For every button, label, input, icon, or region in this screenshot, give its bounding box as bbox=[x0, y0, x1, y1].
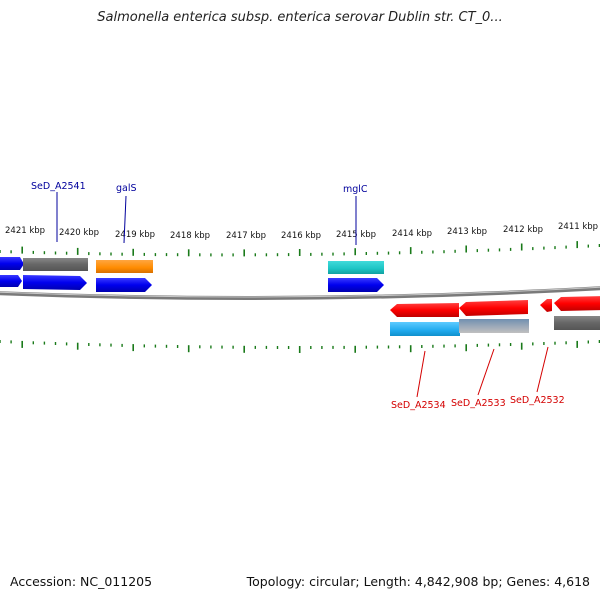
gene-label-SeD_A2532[interactable]: SeD_A2532 bbox=[510, 395, 565, 406]
kbp-label: 2412 kbp bbox=[503, 225, 543, 235]
gene-label-SeD_A2533[interactable]: SeD_A2533 bbox=[451, 398, 506, 409]
leader-line bbox=[416, 350, 426, 398]
gene-arrow[interactable] bbox=[23, 275, 87, 290]
gene-arrow[interactable] bbox=[96, 278, 152, 292]
ruler-ticks-upper bbox=[0, 241, 600, 257]
forward-features-outer bbox=[0, 257, 384, 274]
gene-block[interactable] bbox=[23, 258, 88, 271]
kbp-label: 2411 kbp bbox=[558, 222, 598, 232]
gene-arrow[interactable] bbox=[328, 278, 384, 292]
gene-arrow-reverse[interactable] bbox=[459, 300, 528, 316]
gene-arrow[interactable] bbox=[0, 257, 24, 270]
gene-label-galS[interactable]: galS bbox=[116, 183, 137, 194]
genome-backbone bbox=[0, 286, 600, 300]
genome-backbone-highlight bbox=[0, 286, 600, 298]
ruler-labels: 2421 kbp 2420 kbp 2419 kbp 2418 kbp 2417… bbox=[5, 222, 598, 241]
kbp-label: 2413 kbp bbox=[447, 227, 487, 237]
gene-arrow-reverse[interactable] bbox=[540, 299, 552, 312]
genome-title: Salmonella enterica subsp. enterica sero… bbox=[97, 10, 503, 25]
gene-label-SeD_A2541[interactable]: SeD_A2541 bbox=[31, 181, 86, 192]
gene-labels-top: SeD_A2541 galS mglC bbox=[31, 181, 368, 245]
gene-arrow[interactable] bbox=[0, 275, 22, 287]
kbp-label: 2417 kbp bbox=[226, 231, 266, 241]
gene-arrow-reverse[interactable] bbox=[554, 296, 600, 311]
gene-arrow-reverse[interactable] bbox=[390, 303, 459, 317]
kbp-label: 2416 kbp bbox=[281, 231, 321, 241]
accession-text: Accession: NC_011205 bbox=[10, 574, 153, 589]
leader-line bbox=[123, 195, 127, 244]
kbp-label: 2419 kbp bbox=[115, 230, 155, 240]
gene-block[interactable] bbox=[554, 316, 600, 330]
kbp-label: 2421 kbp bbox=[5, 226, 45, 236]
gene-block-galS[interactable] bbox=[96, 260, 153, 273]
kbp-label: 2414 kbp bbox=[392, 229, 432, 239]
gene-labels-bottom: SeD_A2534 SeD_A2533 SeD_A2532 bbox=[391, 346, 565, 411]
gene-label-mglC[interactable]: mglC bbox=[343, 184, 368, 195]
forward-features-inner bbox=[0, 275, 384, 292]
reverse-features-outer bbox=[390, 316, 600, 336]
gene-block-mglC[interactable] bbox=[328, 261, 384, 274]
gene-block[interactable] bbox=[390, 322, 460, 336]
ruler-ticks-lower bbox=[0, 340, 600, 353]
gene-block[interactable] bbox=[459, 319, 529, 333]
kbp-label: 2420 kbp bbox=[59, 228, 99, 238]
kbp-label: 2418 kbp bbox=[170, 231, 210, 241]
gene-label-SeD_A2534[interactable]: SeD_A2534 bbox=[391, 400, 446, 411]
genome-summary-text: Topology: circular; Length: 4,842,908 bp… bbox=[246, 574, 590, 589]
leader-line bbox=[477, 348, 495, 396]
reverse-features-inner bbox=[390, 296, 600, 317]
leader-line bbox=[536, 346, 549, 393]
